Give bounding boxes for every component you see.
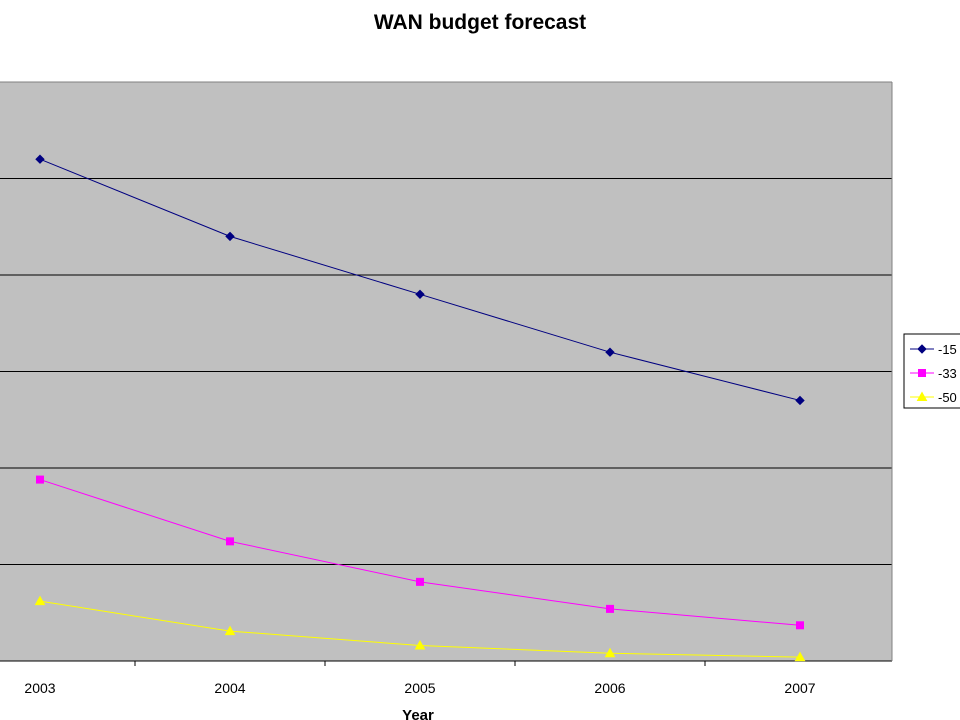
legend: -15 -33 -50 xyxy=(903,333,960,409)
data-point-diamond xyxy=(917,344,927,354)
data-point-diamond xyxy=(225,231,235,242)
legend-label: -15 xyxy=(938,342,957,357)
x-axis-title: Year xyxy=(402,707,434,720)
x-axis-ticks: 2003 2004 2005 2006 2007 xyxy=(24,661,816,696)
data-point-triangle xyxy=(224,625,236,636)
data-point-triangle xyxy=(414,640,426,650)
series-lines xyxy=(34,154,806,662)
x-tick-label: 2005 xyxy=(404,680,435,696)
legend-label: -50 xyxy=(938,390,957,405)
gridlines xyxy=(0,178,892,565)
data-point-square xyxy=(796,621,804,630)
legend-box xyxy=(903,333,960,409)
data-point-diamond xyxy=(415,289,425,300)
x-tick-label: 2007 xyxy=(784,680,815,696)
x-tick-label: 2003 xyxy=(24,680,55,696)
data-point-triangle xyxy=(916,391,928,401)
series-1 xyxy=(36,475,804,630)
data-point-square xyxy=(606,604,614,613)
data-point-triangle xyxy=(34,595,46,606)
x-tick-label: 2006 xyxy=(594,680,625,696)
data-point-diamond xyxy=(35,154,45,164)
chart-title: WAN budget forecast xyxy=(374,11,586,34)
data-point-diamond xyxy=(605,347,615,357)
data-point-square xyxy=(226,537,234,546)
data-point-square xyxy=(918,369,926,377)
series-0 xyxy=(35,154,805,406)
legend-label: -33 xyxy=(938,366,957,381)
data-point-diamond xyxy=(795,395,805,406)
data-point-square xyxy=(36,475,44,484)
data-point-triangle xyxy=(604,647,616,658)
data-point-triangle xyxy=(794,651,806,662)
series-2 xyxy=(34,595,806,662)
x-tick-label: 2004 xyxy=(214,680,245,696)
data-point-square xyxy=(416,577,424,586)
